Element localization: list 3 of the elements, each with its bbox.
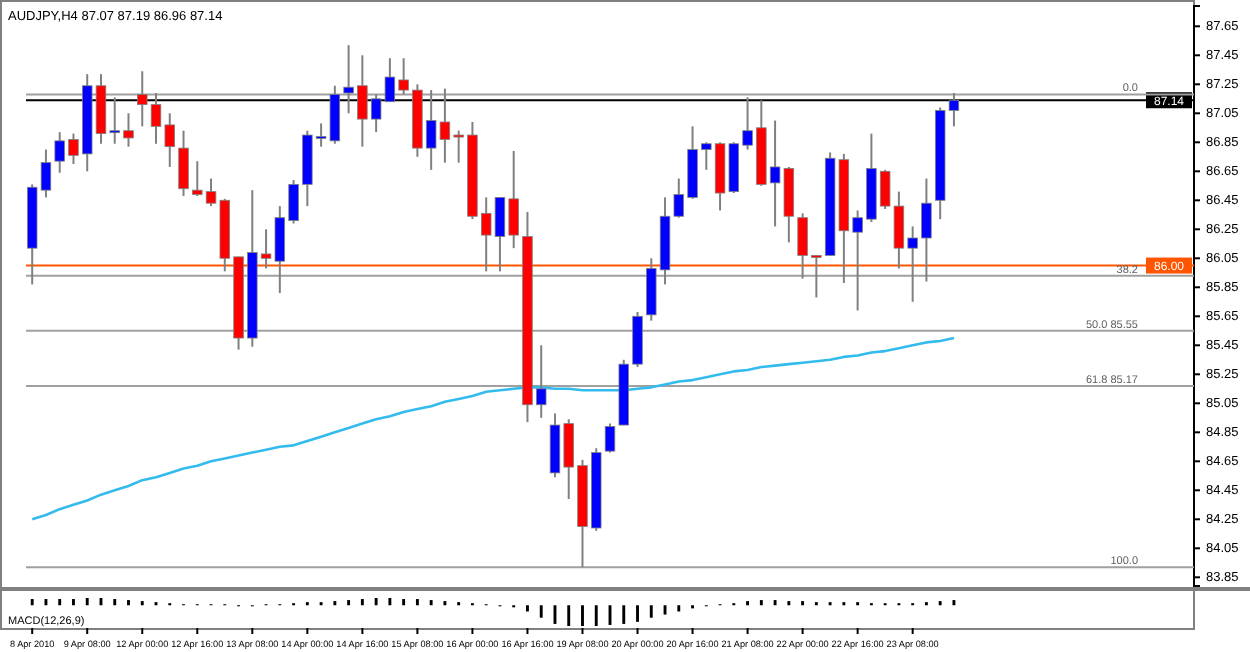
candlestick <box>604 422 616 454</box>
line-series <box>30 336 956 521</box>
candlestick <box>178 129 189 197</box>
